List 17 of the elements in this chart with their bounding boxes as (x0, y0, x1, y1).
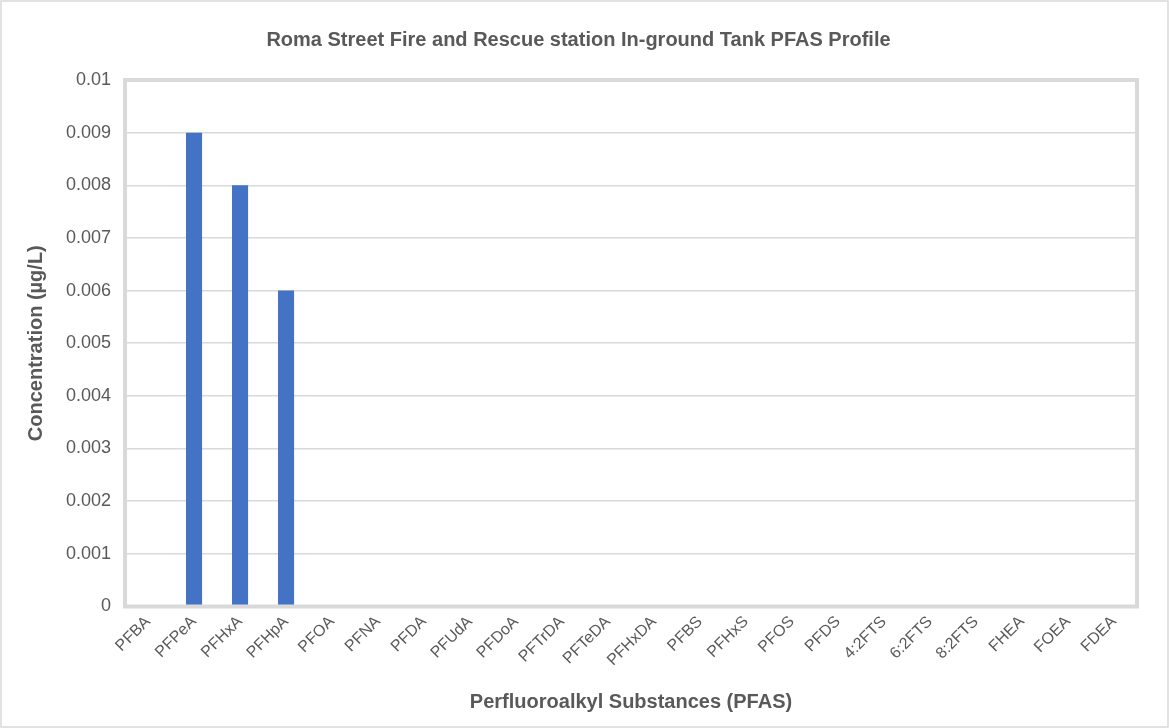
chart-title: Roma Street Fire and Rescue station In-ground Tank PFAS Profile (266, 27, 891, 50)
y-tick-label: 0.003 (66, 437, 112, 458)
y-tick-label: 0.001 (66, 542, 112, 563)
y-tick-label: 0.01 (76, 68, 112, 89)
y-tick-label: 0.009 (66, 121, 112, 142)
bar (231, 185, 249, 606)
y-tick-label: 0.007 (66, 226, 112, 247)
bar (277, 290, 295, 606)
bar (185, 132, 203, 606)
y-axis-title: Concentration (µg/L) (23, 245, 46, 442)
y-tick-label: 0.004 (66, 384, 112, 405)
y-tick-label: 0.005 (66, 332, 112, 353)
y-tick-label: 0.006 (66, 279, 112, 300)
y-tick-label: 0 (101, 595, 112, 616)
x-axis-title: Perfluoroalkyl Substances (PFAS) (469, 689, 793, 712)
y-tick-label: 0.002 (66, 490, 112, 511)
y-tick-label: 0.008 (66, 174, 112, 195)
